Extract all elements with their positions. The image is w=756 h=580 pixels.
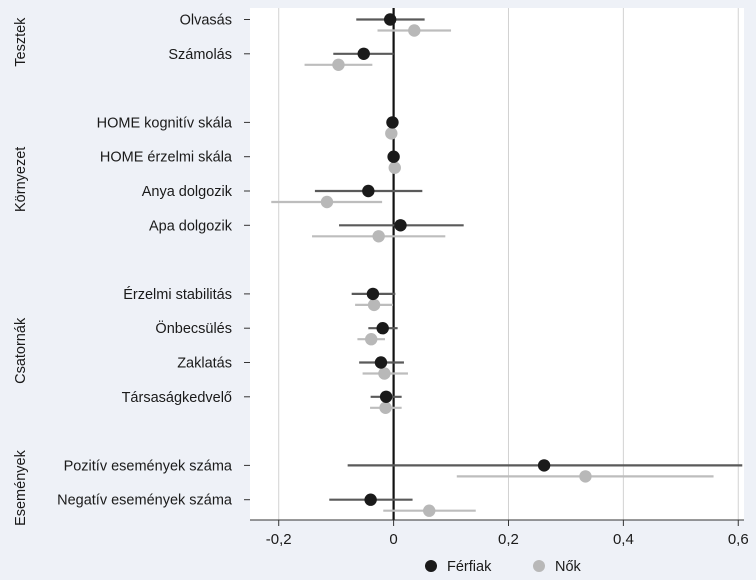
category-label-9: Társaságkedvelő	[122, 390, 232, 406]
ferfiak-point-6	[366, 287, 380, 301]
nok-point-6	[367, 298, 381, 312]
x-tick-label-4: 0,6	[728, 531, 749, 548]
nok-point-5	[372, 230, 385, 243]
ferfiak-point-0	[383, 13, 397, 26]
data-points	[320, 13, 592, 517]
category-labels: Olvasás Számolás HOME kognitív skála HOME é…	[57, 13, 250, 509]
legend-ferfiak-label: Férfiak	[447, 559, 492, 575]
ferfiak-point-1	[357, 47, 370, 60]
legend-nok-label: Nők	[555, 559, 582, 575]
ferfiak-point-5	[394, 219, 407, 232]
ferfiak-point-4	[362, 184, 375, 198]
plot-area	[250, 8, 744, 520]
category-label-10: Pozitív események száma	[64, 458, 233, 474]
x-tick-label-2: 0,2	[498, 531, 519, 548]
nok-point-3	[388, 161, 401, 174]
category-label-7: Önbecsülés	[155, 319, 232, 337]
ferfiak-point-3	[387, 150, 400, 163]
category-label-11: Negatív események száma	[57, 493, 233, 509]
ferfiak-point-7	[376, 322, 389, 335]
nok-point-0	[408, 24, 421, 37]
ferfiak-point-8	[374, 356, 388, 369]
nok-point-9	[379, 401, 392, 414]
group-label-0: Tesztek	[13, 17, 29, 67]
gridlines	[278, 8, 739, 520]
x-tick-label-3: 0,4	[613, 531, 634, 548]
nok-point-10	[579, 470, 592, 483]
nok-point-1	[332, 58, 345, 71]
category-label-8: Zaklatás	[177, 356, 232, 372]
category-label-5: Apa dolgozik	[149, 218, 233, 234]
ferfiak-point-2	[386, 116, 399, 129]
legend-nok-marker	[533, 560, 545, 572]
category-label-6: Érzelmi stabilitás	[123, 286, 232, 303]
nok-point-11	[423, 504, 436, 517]
ferfiak-point-9	[379, 390, 393, 403]
category-label-4: Anya dolgozik	[142, 184, 233, 200]
category-label-1: Számolás	[168, 47, 232, 63]
group-label-3: Események	[13, 449, 29, 526]
ferfiak-point-11	[364, 493, 377, 506]
nok-point-8	[378, 367, 391, 380]
legend-ferfiak-marker	[425, 560, 437, 572]
category-label-0: Olvasás	[180, 13, 232, 29]
x-tick-label-0: -0,2	[266, 531, 292, 548]
ferfiak-point-10	[537, 459, 551, 472]
group-labels: Tesztek Környezet Csatornák Események	[13, 17, 29, 526]
group-label-2: Csatornák	[13, 317, 29, 384]
group-label-1: Környezet	[13, 147, 29, 212]
category-label-3: HOME érzelmi skála	[100, 150, 233, 166]
x-tick-label-1: 0	[389, 531, 397, 548]
legend: Férfiak Nők	[425, 559, 582, 575]
nok-point-4	[320, 195, 334, 209]
category-label-2: HOME kognitív skála	[97, 115, 233, 131]
nok-point-2	[385, 127, 398, 140]
x-axis: -0,2 0 0,2 0,4 0,6	[250, 519, 749, 548]
nok-point-7	[365, 333, 378, 346]
